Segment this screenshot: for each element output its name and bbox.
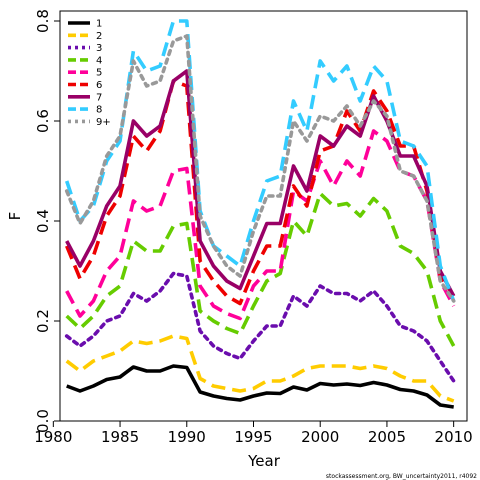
x-tick-label-1985: 1985: [101, 428, 139, 446]
series-line-3: [64, 271, 456, 383]
x-tick-label-2005: 2005: [368, 428, 406, 446]
legend-label-8: 8: [96, 105, 102, 116]
legend-label-3: 3: [96, 43, 102, 54]
y-tick-label-2: 0.4: [34, 209, 52, 233]
footer-credit: stockassessment.org, BW_uncertainty2011,…: [326, 473, 477, 480]
x-tick-label-2010: 2010: [435, 428, 473, 446]
x-tick-label-1995: 1995: [234, 428, 272, 446]
x-tick-label-2000: 2000: [301, 428, 339, 446]
x-tick-label-1980: 1980: [34, 428, 72, 446]
x-axis-title: Year: [247, 452, 281, 470]
legend-label-2: 2: [96, 31, 102, 42]
series-layer: [64, 19, 456, 409]
y-tick-label-0: 0.0: [34, 409, 52, 433]
y-tick-label-3: 0.6: [34, 109, 52, 133]
legend-label-6: 6: [96, 80, 102, 91]
y-axis-title: F: [6, 212, 24, 221]
legend-label-9plus: 9+: [96, 117, 111, 128]
y-tick-label-1: 0.2: [34, 309, 52, 333]
legend-label-4: 4: [96, 55, 102, 66]
series-line-1: [66, 364, 454, 409]
plot-frame: [59, 10, 468, 422]
legend-label-7: 7: [96, 92, 102, 103]
series-line-8: [64, 19, 456, 302]
axes: 1980 1985 1990 1995 2000 2005 2010 0.0 0.2 0.4 0.6…: [34, 9, 473, 446]
legend-label-1: 1: [96, 19, 102, 30]
legend-label-5: 5: [96, 68, 102, 79]
series-line-2: [65, 334, 455, 403]
series-line-5: [65, 129, 456, 321]
y-tick-label-4: 0.8: [34, 9, 52, 33]
series-line-9plus: [64, 34, 456, 303]
x-tick-label-1990: 1990: [168, 428, 206, 446]
series-line-6: [65, 79, 456, 306]
series-line-4: [65, 191, 456, 347]
